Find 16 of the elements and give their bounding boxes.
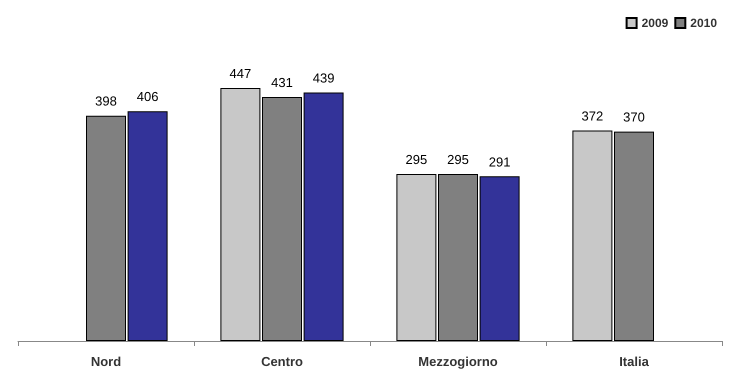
data-label: 398 — [95, 94, 117, 109]
data-label: 447 — [230, 66, 252, 81]
legend-label: 2009 — [642, 16, 669, 30]
data-label: 439 — [312, 70, 334, 86]
x-tick-label: Centro — [261, 354, 303, 369]
x-tick-label: Italia — [619, 354, 650, 369]
legend-label: 2010 — [690, 16, 718, 30]
data-label: 431 — [271, 75, 293, 90]
data-label: 295 — [447, 152, 469, 168]
data-label: 291 — [488, 154, 510, 170]
x-tick-label: Mezzogiorno — [418, 354, 498, 369]
data-label: 372 — [582, 108, 604, 124]
x-tick-label: Nord — [90, 354, 122, 369]
data-label: 406 — [136, 89, 158, 104]
data-label: 295 — [406, 152, 428, 168]
data-label: 370 — [623, 110, 645, 125]
